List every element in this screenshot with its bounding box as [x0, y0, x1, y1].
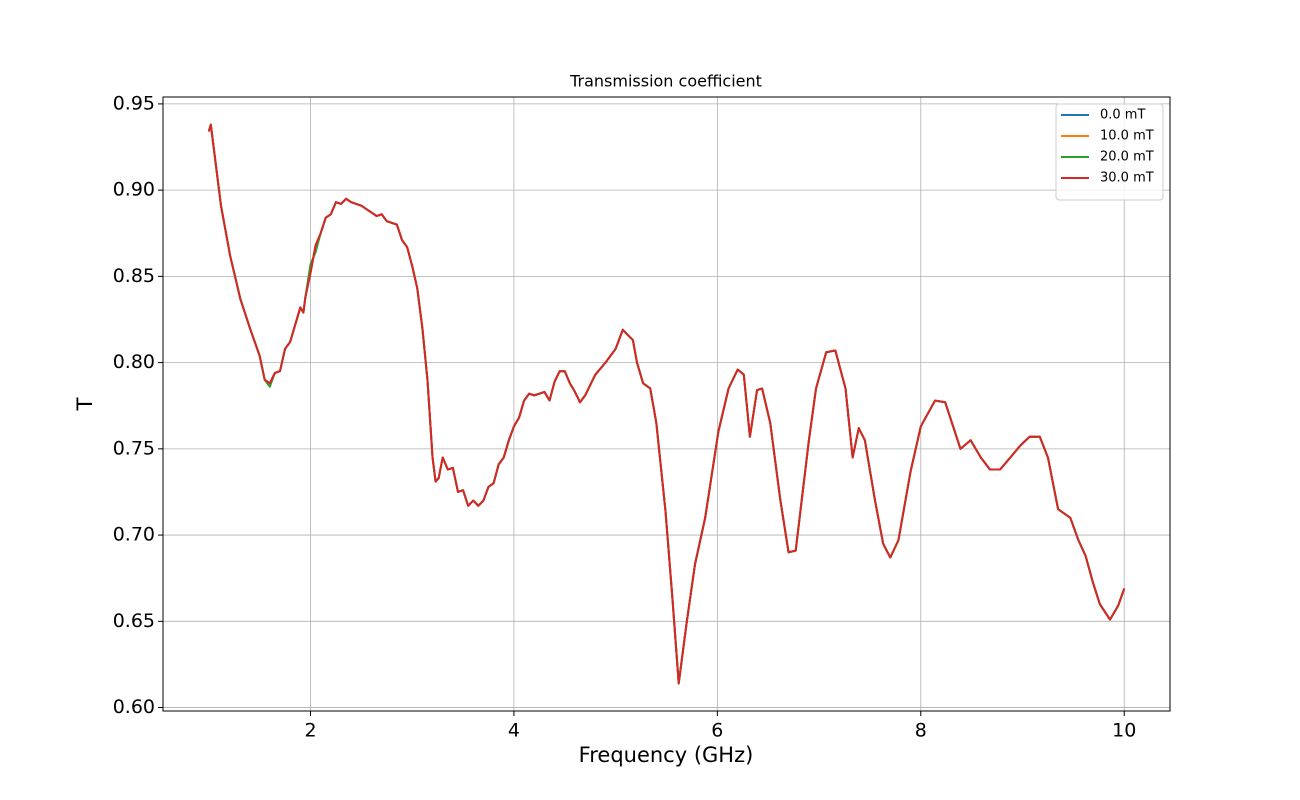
series-line	[207, 123, 1126, 685]
y-tick-label: 0.75	[113, 437, 155, 459]
series-line	[207, 123, 1126, 685]
y-tick-label: 0.95	[113, 92, 155, 114]
plot-frame	[162, 96, 1171, 712]
legend-label: 20.0 mT	[1100, 150, 1154, 165]
legend-frame	[1055, 103, 1164, 201]
y-tick-label: 0.65	[113, 610, 155, 632]
chart-title: Transmission coefficient	[569, 72, 762, 91]
legend-label: 30.0 mT	[1100, 171, 1154, 186]
series-line	[207, 123, 1126, 685]
y-tick-label: 0.85	[113, 265, 155, 287]
x-tick-label: 2	[304, 720, 316, 742]
series-line	[207, 123, 1126, 685]
legend: 0.0 mT 10.0 mT 20.0 mT 30.0 mT	[1055, 103, 1164, 201]
y-tick-label: 0.80	[113, 351, 155, 373]
y-axis-label: T	[73, 397, 97, 411]
legend-label: 0.0 mT	[1100, 108, 1145, 123]
x-tick-label: 6	[711, 720, 723, 742]
x-tick-label: 4	[508, 720, 520, 742]
x-tick-label: 10	[1112, 720, 1136, 742]
y-tick-label: 0.90	[113, 179, 155, 201]
x-axis-label: Frequency (GHz)	[579, 743, 754, 767]
legend-label: 10.0 mT	[1100, 129, 1154, 144]
x-tick-label: 8	[915, 720, 927, 742]
y-tick-label: 0.70	[113, 524, 155, 546]
y-tick-label: 0.60	[113, 696, 155, 718]
